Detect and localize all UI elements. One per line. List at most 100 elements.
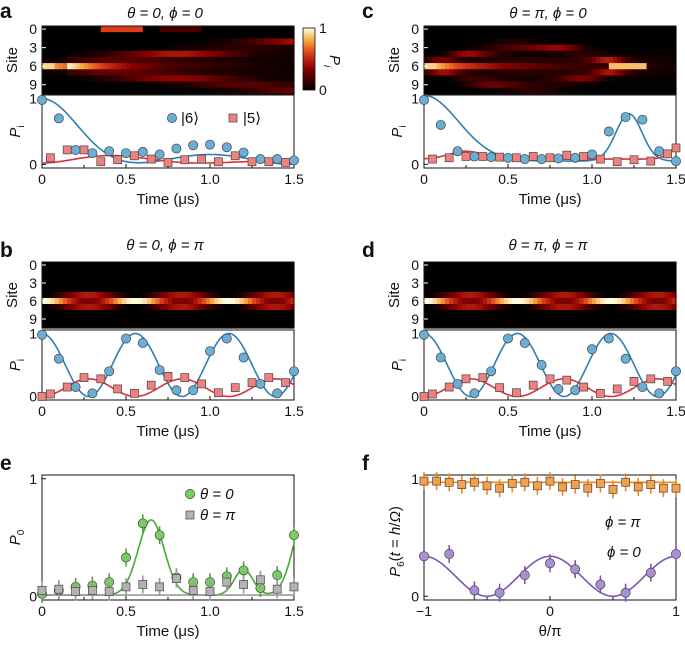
heatmap-cell <box>550 280 555 287</box>
heatmap-cell <box>126 44 131 52</box>
heatmap-cell <box>629 56 635 64</box>
heatmap-cell <box>289 32 295 39</box>
heatmap-cell <box>247 322 253 329</box>
heatmap-cell <box>650 69 656 77</box>
heatmap-cell <box>222 38 228 46</box>
heatmap-cell <box>667 304 673 311</box>
heatmap-cell <box>470 268 475 275</box>
heatmap-cell <box>46 286 51 293</box>
heatmap-cell <box>147 280 152 287</box>
x-tick-label: 1.5 <box>284 403 304 419</box>
heatmap-cell <box>491 44 496 52</box>
heatmap-cell <box>210 322 215 329</box>
heatmap-cell <box>529 38 534 46</box>
heatmap-cell <box>113 310 119 317</box>
heatmap-cell <box>63 75 68 83</box>
heatmap-cell <box>604 63 610 70</box>
heatmap-cell <box>54 298 60 305</box>
heatmap-cell <box>193 32 198 39</box>
heatmap-cell <box>109 262 114 269</box>
heatmap-cell <box>105 280 110 287</box>
heatmap-cell <box>159 322 165 329</box>
data-point-circle <box>419 329 429 340</box>
data-point-circle <box>154 149 165 160</box>
heatmap-cell <box>113 298 119 305</box>
heatmap-cell <box>608 298 614 305</box>
data-point-square <box>570 480 580 489</box>
heatmap-cell <box>113 286 119 293</box>
heatmap-cell <box>285 268 291 275</box>
heatmap-cell <box>516 75 522 83</box>
heatmap-cell <box>604 310 610 317</box>
heatmap-cell <box>667 56 673 64</box>
heatmap-cell <box>457 44 463 52</box>
data-point-square <box>71 587 80 596</box>
heatmap-cell <box>642 280 648 287</box>
heatmap-cell <box>117 292 123 299</box>
x-axis-label: Time (μs) <box>136 623 199 640</box>
heatmap-cell <box>218 286 224 293</box>
panel-title: θ = π, ϕ = 0 <box>509 5 587 22</box>
heatmap-cell <box>147 298 152 305</box>
heatmap-cell <box>67 38 72 46</box>
heatmap-cell <box>96 292 102 299</box>
heatmap-cell <box>42 310 47 317</box>
heatmap-cell <box>71 56 77 64</box>
heatmap-cell <box>50 50 56 58</box>
heatmap-cell <box>541 44 547 52</box>
heatmap-cell <box>663 316 669 323</box>
data-point-circle <box>221 333 232 344</box>
heatmap-cell <box>239 292 245 299</box>
heatmap-cell <box>440 87 446 95</box>
heatmap-cell <box>503 81 509 89</box>
heatmap-cell <box>613 262 618 269</box>
heatmap-cell <box>138 292 144 299</box>
heatmap-cell <box>184 56 190 64</box>
heatmap-cell <box>508 26 513 33</box>
heatmap-cell <box>545 56 551 64</box>
heatmap-cell <box>75 50 81 58</box>
heatmap-cell <box>184 50 190 58</box>
heatmap-cell <box>608 69 614 77</box>
heatmap-cell <box>105 56 110 64</box>
data-point-square <box>197 379 206 389</box>
y-axis-label: P6(t = h/Ω) <box>387 506 407 577</box>
heatmap-cell <box>537 286 543 293</box>
heatmap-cell <box>239 280 245 287</box>
heatmap-cell <box>541 26 547 33</box>
heatmap-cell <box>260 75 266 83</box>
heatmap-cell <box>529 63 534 70</box>
heatmap-cell <box>260 32 266 39</box>
heatmap-cell <box>222 298 228 305</box>
heatmap-cell <box>100 268 106 275</box>
heatmap-cell <box>252 292 257 299</box>
heatmap-cell <box>571 262 576 269</box>
data-point-square <box>281 158 290 167</box>
heatmap-cell <box>138 63 144 70</box>
heatmap-cell <box>226 268 232 275</box>
data-point-square <box>457 480 467 489</box>
heatmap-cell <box>193 292 198 299</box>
heatmap-cell <box>529 262 534 269</box>
heatmap-cell <box>634 310 639 317</box>
heatmap-cell <box>655 304 660 311</box>
heatmap-cell <box>63 268 68 275</box>
heatmap-cell <box>277 280 282 287</box>
heatmap-cell <box>151 274 156 281</box>
heatmap-cell <box>58 310 64 317</box>
heatmap-cell <box>583 87 589 95</box>
heatmap-cell <box>659 56 664 64</box>
heatmap-cell <box>193 75 198 83</box>
heatmap-cell <box>54 268 60 275</box>
heatmap-cell <box>495 274 501 281</box>
heatmap-cell <box>634 280 639 287</box>
heatmap-cell <box>474 292 480 299</box>
heatmap-cell <box>222 292 228 299</box>
heatmap-cell <box>659 316 664 323</box>
heatmap-cell <box>671 50 677 58</box>
heatmap-cell <box>520 274 526 281</box>
heatmap-cell <box>239 322 245 329</box>
heatmap-cell <box>558 38 564 46</box>
heatmap-cell <box>516 316 522 323</box>
heatmap-cell <box>457 316 463 323</box>
